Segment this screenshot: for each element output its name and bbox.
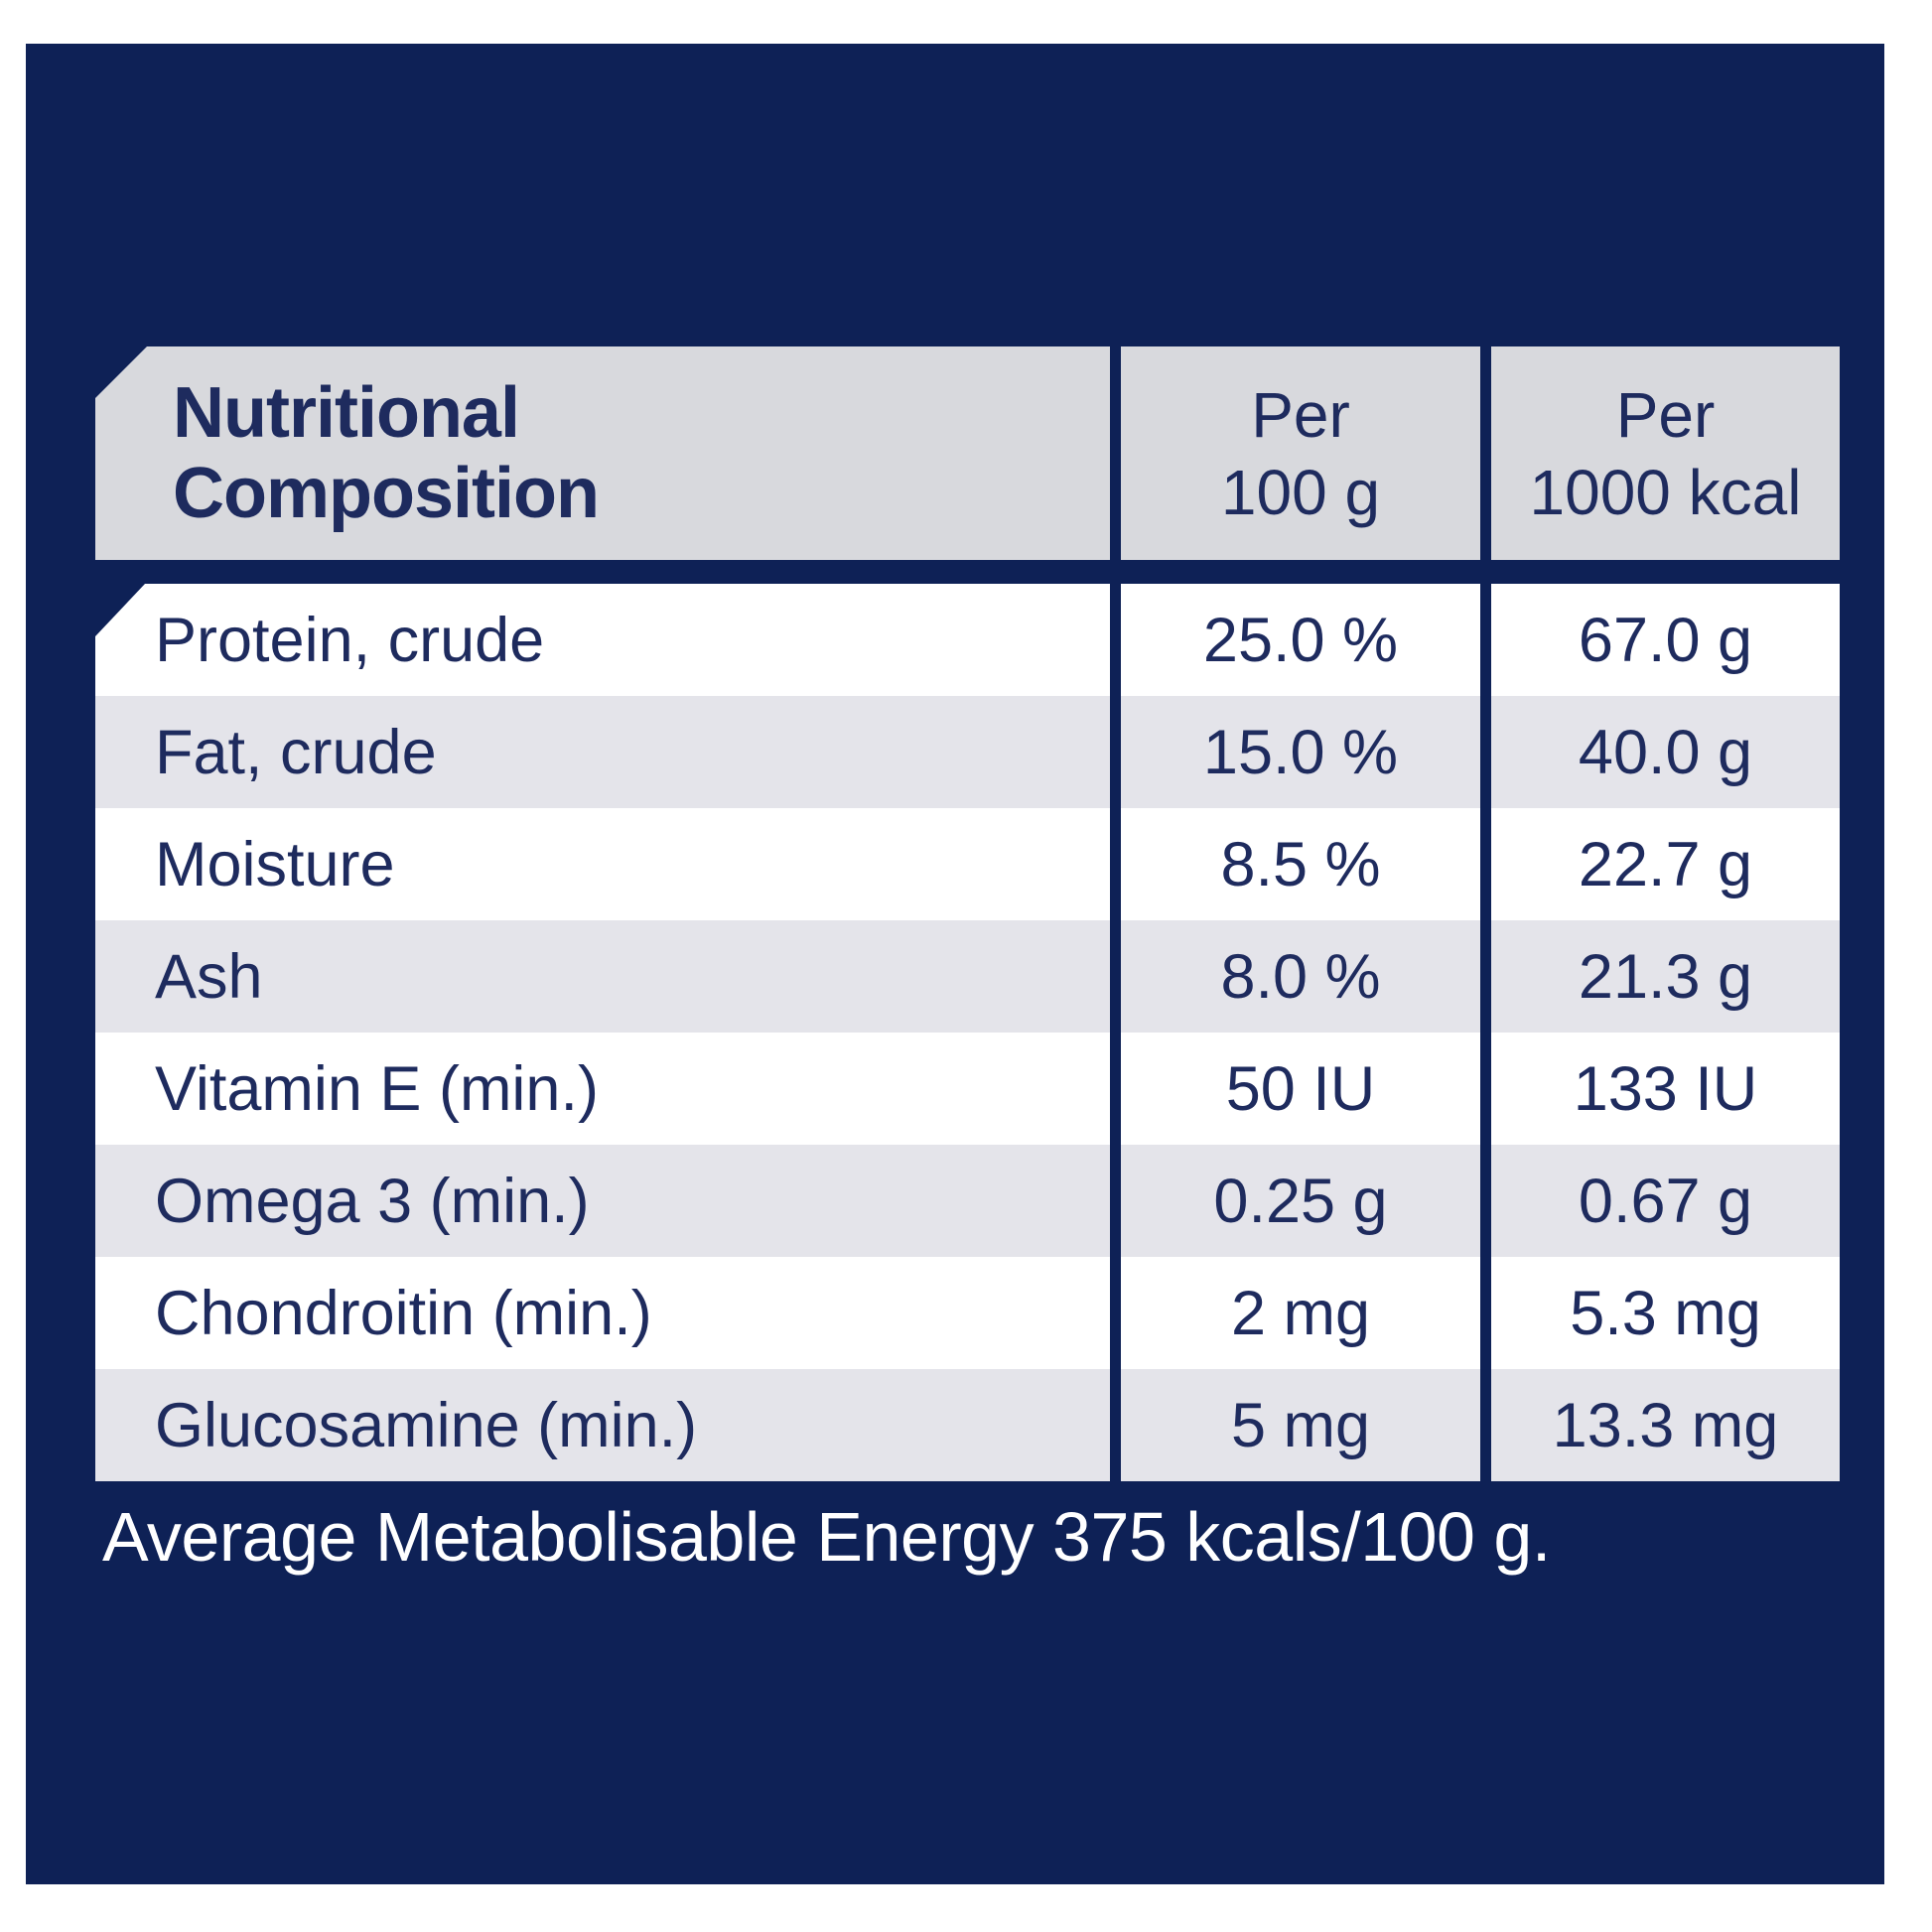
row-label: Ash [95,920,1110,1033]
row-value-per-100g: 8.0 % [1121,920,1480,1033]
row-value-per-1000kcal: 40.0 g [1491,696,1840,808]
row-label: Fat, crude [95,696,1110,808]
table-row-protein: Protein, crude 25.0 % 67.0 g [95,584,1840,696]
table-row-moisture: Moisture 8.5 % 22.7 g [95,808,1840,920]
table-row-glucosamine: Glucosamine (min.) 5 mg 13.3 mg [95,1369,1840,1481]
per-1000kcal-line1: Per [1615,378,1716,451]
header-per-1000kcal-cell: Per 1000 kcal [1491,346,1840,560]
row-value-per-1000kcal: 22.7 g [1491,808,1840,920]
table-row-omega-3: Omega 3 (min.) 0.25 g 0.67 g [95,1145,1840,1257]
row-value-per-100g: 15.0 % [1121,696,1480,808]
table-title-line1: Nutritional [173,372,520,453]
table-body: Protein, crude 25.0 % 67.0 g Fat, crude … [95,584,1840,1481]
row-label: Omega 3 (min.) [95,1145,1110,1257]
row-value-per-100g: 25.0 % [1121,584,1480,696]
header-per-100g-cell: Per 100 g [1121,346,1480,560]
header-title-cell: Nutritional Composition [95,346,1110,560]
row-value-per-100g: 0.25 g [1121,1145,1480,1257]
table-row-chondroitin: Chondroitin (min.) 2 mg 5.3 mg [95,1257,1840,1369]
row-value-per-100g: 5 mg [1121,1369,1480,1481]
table-row-fat: Fat, crude 15.0 % 40.0 g [95,696,1840,808]
row-value-per-1000kcal: 13.3 mg [1491,1369,1840,1481]
row-label: Chondroitin (min.) [95,1257,1110,1369]
table-header-row: Nutritional Composition Per 100 g Per 10… [95,346,1840,560]
row-value-per-1000kcal: 21.3 g [1491,920,1840,1033]
metabolisable-energy-note: Average Metabolisable Energy 375 kcals/1… [102,1498,1551,1576]
row-value-per-100g: 2 mg [1121,1257,1480,1369]
row-label: Protein, crude [95,584,1110,696]
table-row-ash: Ash 8.0 % 21.3 g [95,920,1840,1033]
per-100g-line1: Per [1251,378,1350,451]
row-label: Moisture [95,808,1110,920]
row-value-per-100g: 50 IU [1121,1033,1480,1145]
nutrition-table: Nutritional Composition Per 100 g Per 10… [95,346,1840,1481]
row-value-per-100g: 8.5 % [1121,808,1480,920]
table-title-line2: Composition [173,453,600,533]
per-100g-line2: 100 g [1220,456,1381,528]
row-value-per-1000kcal: 0.67 g [1491,1145,1840,1257]
table-row-vitamin-e: Vitamin E (min.) 50 IU 133 IU [95,1033,1840,1145]
row-value-per-1000kcal: 67.0 g [1491,584,1840,696]
per-1000kcal-line2: 1000 kcal [1529,456,1802,528]
nutrition-panel: Nutritional Composition Per 100 g Per 10… [26,44,1884,1884]
row-value-per-1000kcal: 133 IU [1491,1033,1840,1145]
table-title: Nutritional Composition [173,372,600,534]
row-value-per-1000kcal: 5.3 mg [1491,1257,1840,1369]
row-label: Vitamin E (min.) [95,1033,1110,1145]
row-label: Glucosamine (min.) [95,1369,1110,1481]
